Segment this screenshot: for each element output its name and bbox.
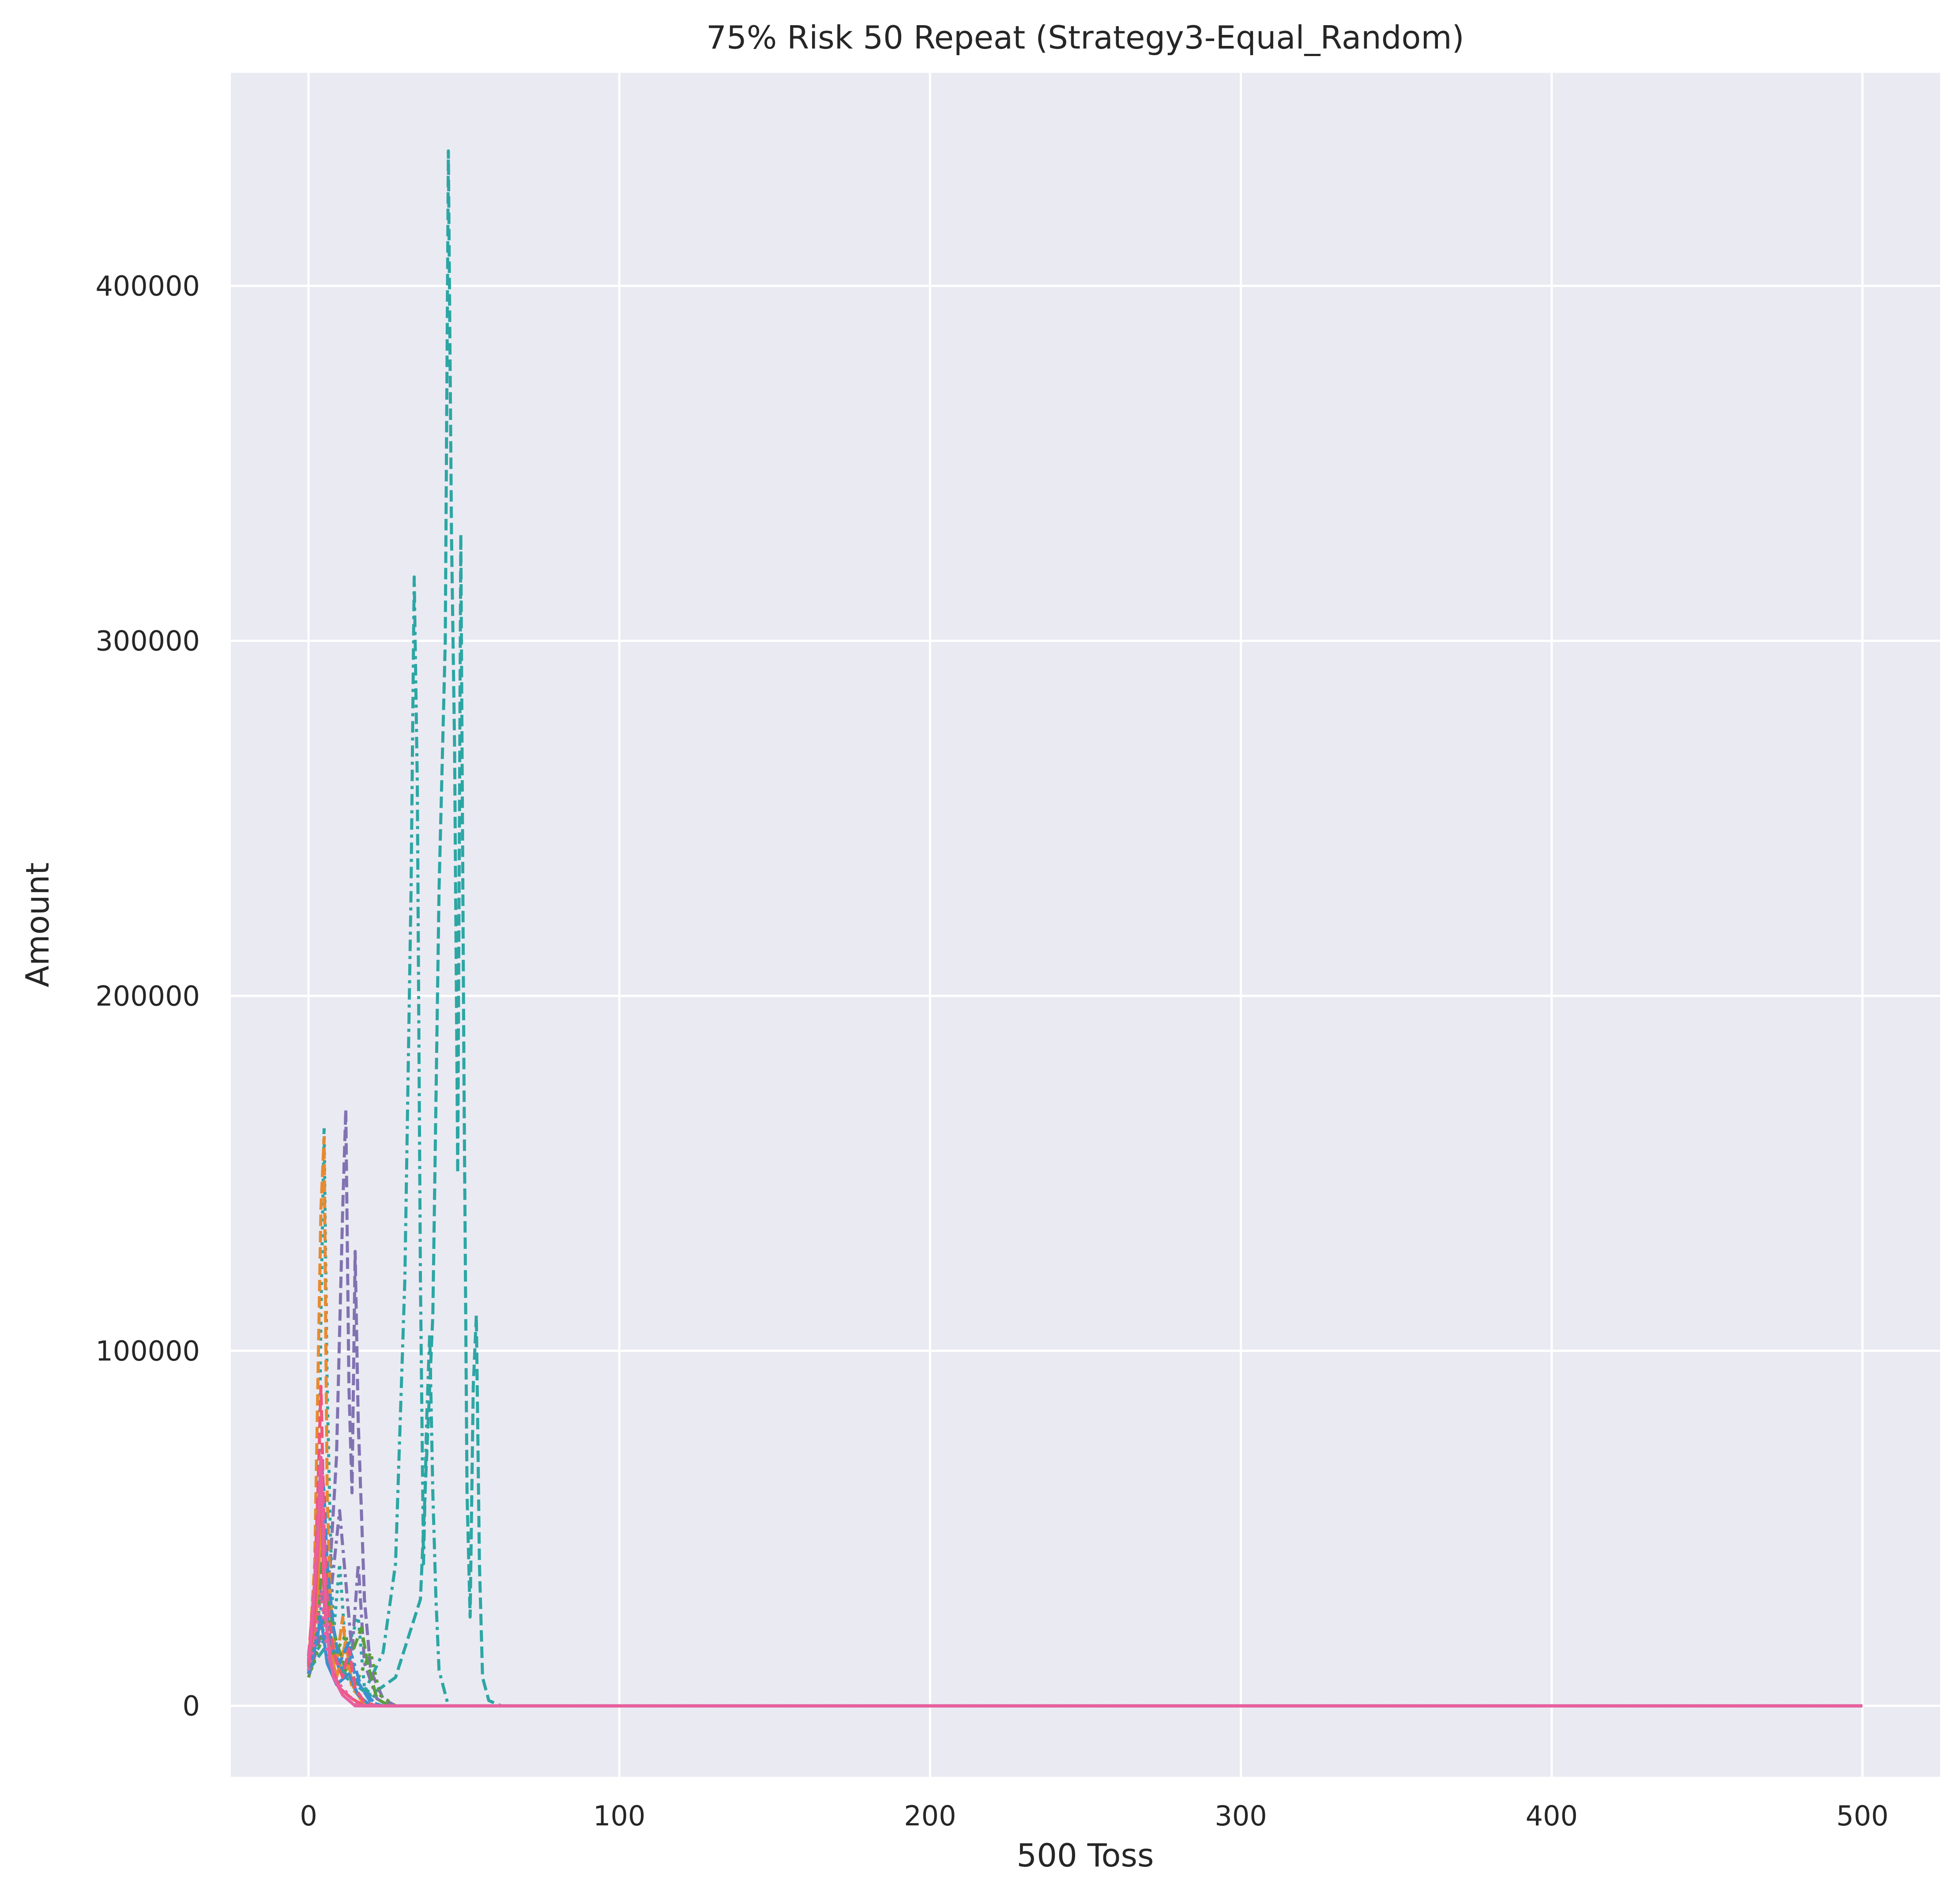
series-line-16: [307, 1591, 1862, 1708]
x-tick-label: 200: [904, 1800, 956, 1832]
y-tick-label: 200000: [95, 980, 200, 1012]
plot-background: [231, 73, 1940, 1777]
x-tick-labels: 0 100 200 300 400 500: [300, 1800, 1889, 1832]
x-tick-label: 400: [1526, 1800, 1578, 1832]
series-line-1: [307, 149, 1862, 1708]
y-tick-label: 0: [183, 1690, 200, 1722]
x-tick-label: 500: [1836, 1800, 1889, 1832]
x-tick-label: 0: [300, 1800, 317, 1832]
y-tick-label: 300000: [95, 625, 200, 657]
x-axis-label: 500 Toss: [1016, 1837, 1154, 1874]
series-line-8: [307, 1527, 1862, 1708]
y-tick-label: 100000: [95, 1335, 200, 1367]
series-line-13: [307, 1384, 1862, 1708]
series-line-2: [307, 575, 1862, 1708]
y-tick-labels: 0 100000 200000 300000 400000: [95, 270, 200, 1723]
y-tick-label: 400000: [95, 270, 200, 302]
chart-title: 75% Risk 50 Repeat (Strategy3-Equal_Rand…: [706, 19, 1464, 56]
series-line-15: [307, 1455, 1862, 1708]
y-axis-label: Amount: [19, 863, 56, 988]
x-tick-label: 300: [1215, 1800, 1267, 1832]
series-layer: [307, 149, 1862, 1708]
series-line-4: [307, 1108, 1862, 1708]
x-tick-label: 100: [593, 1800, 645, 1832]
